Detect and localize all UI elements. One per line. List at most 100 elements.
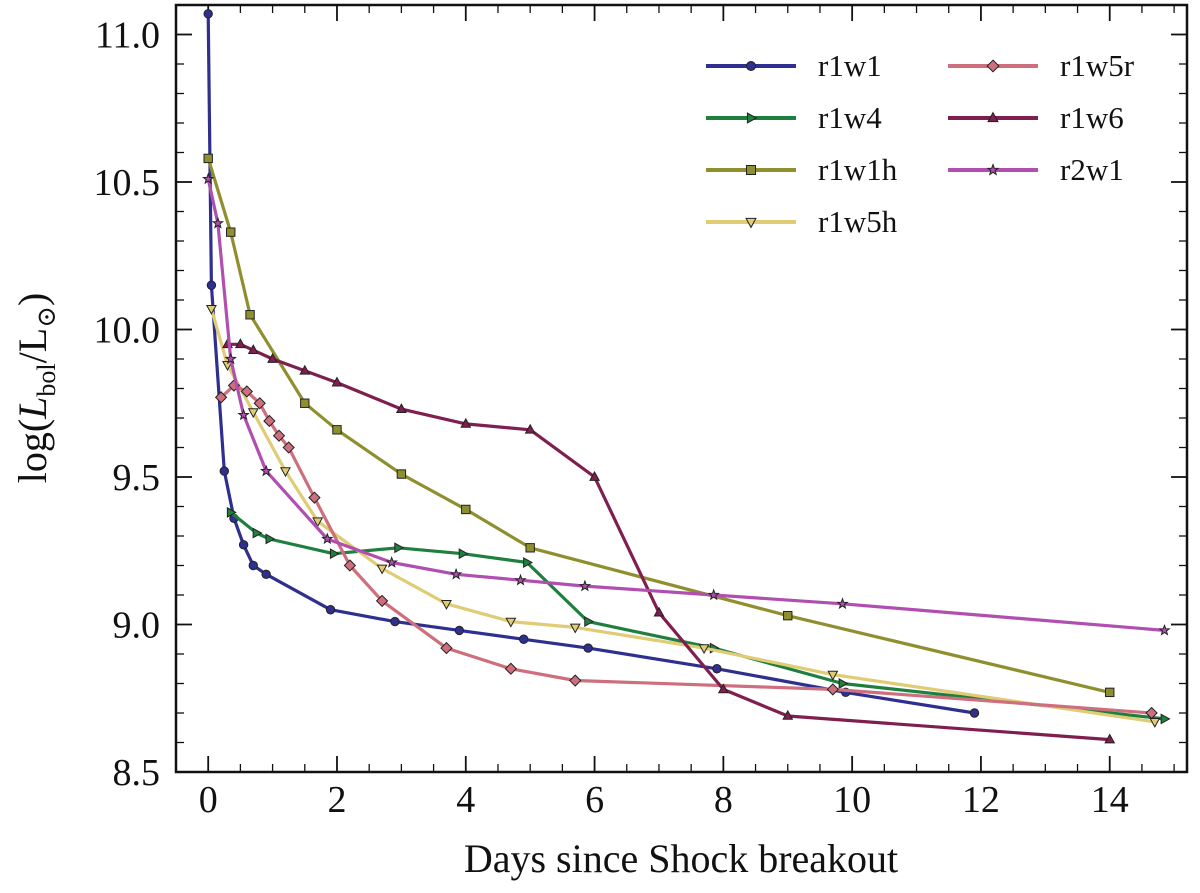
series-r1w6 bbox=[222, 338, 1116, 744]
data-point-r1w6 bbox=[267, 352, 279, 363]
x-tick-label: 14 bbox=[1091, 779, 1129, 821]
data-point-r1w5r bbox=[272, 429, 286, 442]
data-point-r1w1 bbox=[712, 664, 722, 674]
series-r1w5r bbox=[214, 379, 1158, 720]
data-point-r1w4 bbox=[329, 548, 340, 560]
legend-marker bbox=[986, 59, 1000, 73]
data-point-r1w6 bbox=[395, 403, 407, 414]
data-point-r1w4 bbox=[458, 548, 469, 560]
data-point-r1w5h bbox=[698, 644, 710, 655]
data-point-r1w1h bbox=[525, 543, 535, 553]
legend-label: r2w1 bbox=[1060, 152, 1124, 187]
data-point-r1w6 bbox=[717, 683, 729, 694]
data-point-r1w4 bbox=[252, 527, 263, 539]
legend-item-r1w5h: r1w5h bbox=[706, 204, 898, 239]
x-tick-label: 0 bbox=[199, 779, 218, 821]
data-point-r1w6 bbox=[589, 470, 601, 481]
data-point-r1w1h bbox=[300, 398, 310, 408]
data-point-r1w1 bbox=[454, 625, 465, 636]
y-tick-label: 9.0 bbox=[113, 605, 161, 647]
tick-labels: 0 2 4 6 8 10 12 14 8.5 9.0 9.5 10.0 10.5 11.0 bbox=[94, 15, 1129, 822]
data-point-r1w5h bbox=[376, 564, 388, 575]
data-point-r1w1h bbox=[203, 153, 213, 164]
data-point-r1w5h bbox=[440, 599, 452, 610]
data-point-r1w6 bbox=[299, 364, 311, 375]
data-point-r2w1 bbox=[836, 597, 849, 610]
data-point-r1w6 bbox=[331, 376, 343, 387]
y-tick-label: 10.5 bbox=[94, 162, 161, 204]
data-point-r1w1 bbox=[248, 560, 258, 571]
series-r1w1 bbox=[203, 9, 980, 718]
series-line-r1w6 bbox=[227, 342, 1110, 742]
legend-label: r1w1h bbox=[818, 152, 898, 187]
data-point-r1w4 bbox=[838, 678, 849, 689]
data-point-r2w1 bbox=[385, 556, 398, 568]
data-point-r1w4 bbox=[265, 533, 276, 545]
data-point-r1w1h bbox=[226, 227, 236, 237]
y-axis-title: log(Lbol/L⊙) bbox=[10, 293, 61, 484]
y-tick-label: 8.5 bbox=[113, 752, 161, 794]
legend-label: r1w1 bbox=[818, 48, 882, 83]
data-point-r1w4 bbox=[584, 616, 595, 628]
series-line-r1w1h bbox=[206, 157, 1111, 694]
data-point-r2w1 bbox=[1158, 623, 1171, 636]
data-point-r1w5h bbox=[505, 617, 517, 628]
data-point-r1w5h bbox=[827, 670, 839, 681]
data-point-r1w5h bbox=[1149, 717, 1161, 728]
data-point-r1w6 bbox=[524, 423, 536, 434]
series-layer bbox=[202, 9, 1171, 744]
data-point-r1w1 bbox=[325, 605, 336, 615]
data-point-r1w5h bbox=[280, 467, 291, 478]
legend-label: r1w5h bbox=[818, 204, 898, 239]
data-point-r1w1h bbox=[396, 469, 407, 479]
legend-item-r1w1: r1w1 bbox=[706, 48, 882, 83]
data-point-r1w1h bbox=[461, 504, 471, 515]
data-point-r1w1 bbox=[219, 466, 229, 476]
data-point-r1w1 bbox=[390, 616, 400, 627]
legend-item-r1w6: r1w6 bbox=[948, 100, 1124, 135]
legend-marker bbox=[746, 165, 756, 175]
x-tick-label: 4 bbox=[456, 779, 475, 821]
x-axis-title: Days since Shock breakout bbox=[464, 836, 898, 881]
x-tick-label: 10 bbox=[833, 779, 871, 821]
data-point-r1w1 bbox=[519, 634, 529, 644]
data-point-r1w5h bbox=[312, 517, 324, 528]
data-point-r1w5r bbox=[826, 683, 839, 696]
data-point-r1w1 bbox=[206, 280, 217, 290]
data-point-r1w6 bbox=[1104, 733, 1116, 744]
data-point-r2w1 bbox=[321, 532, 334, 545]
data-point-r1w6 bbox=[653, 606, 665, 617]
legend-item-r2w1: r2w1 bbox=[948, 152, 1124, 187]
x-tick-label: 2 bbox=[327, 779, 346, 821]
data-point-r1w6 bbox=[460, 417, 472, 428]
data-point-r2w1 bbox=[224, 352, 237, 365]
plot-frame bbox=[174, 3, 1189, 774]
data-point-r2w1 bbox=[211, 216, 225, 229]
data-point-r1w1h bbox=[783, 610, 793, 621]
data-point-r1w5r bbox=[343, 559, 357, 572]
data-point-r2w1 bbox=[578, 579, 592, 592]
legend-marker bbox=[987, 111, 999, 123]
data-point-r1w5r bbox=[253, 397, 266, 410]
legend-marker bbox=[746, 61, 756, 71]
legend-marker bbox=[986, 163, 1000, 176]
series-r1w5h bbox=[205, 304, 1161, 728]
data-point-r1w4 bbox=[394, 542, 405, 554]
data-point-r2w1 bbox=[514, 573, 527, 586]
legend-item-r1w1h: r1w1h bbox=[706, 152, 898, 187]
data-point-r1w5h bbox=[569, 623, 581, 634]
data-point-r1w5r bbox=[282, 441, 295, 454]
data-point-r1w5h bbox=[222, 361, 233, 371]
data-point-r1w4 bbox=[226, 506, 237, 518]
data-point-r1w1h bbox=[1105, 687, 1115, 698]
data-point-r2w1 bbox=[202, 172, 215, 185]
y-tick-label: 9.5 bbox=[113, 457, 161, 499]
x-tick-label: 6 bbox=[585, 779, 604, 821]
data-point-r1w5r bbox=[214, 391, 228, 404]
data-point-r1w1 bbox=[238, 540, 249, 550]
axis-ticks bbox=[176, 4, 1187, 773]
data-point-r1w4 bbox=[1160, 713, 1171, 725]
data-point-r1w5r bbox=[263, 414, 276, 428]
x-tick-label: 12 bbox=[962, 779, 1000, 821]
